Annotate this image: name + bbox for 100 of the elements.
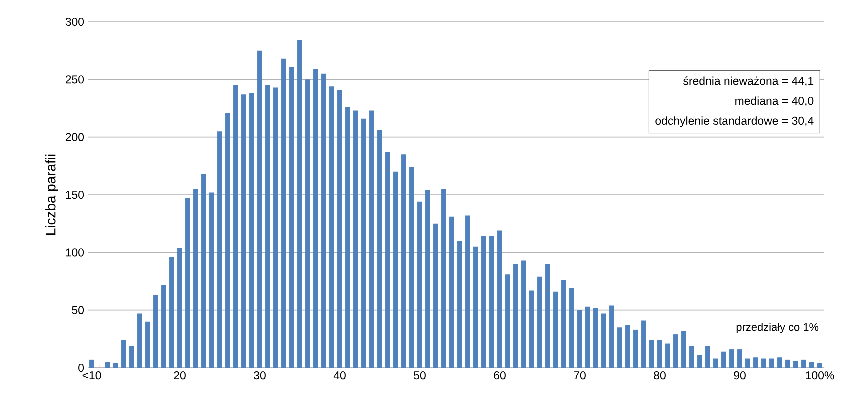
- bar: [482, 236, 486, 368]
- x-tick-label: 80: [654, 372, 666, 380]
- x-tick-label: 50: [414, 372, 426, 380]
- bar: [674, 334, 678, 368]
- bar: [578, 310, 582, 368]
- bar: [394, 172, 398, 368]
- bar: [626, 325, 630, 368]
- y-tick-label: 50: [72, 306, 84, 314]
- bar: [338, 90, 342, 368]
- bar: [794, 361, 798, 368]
- bar: [722, 352, 726, 368]
- bar: [474, 246, 478, 368]
- bar: [410, 167, 414, 368]
- bar: [650, 340, 654, 368]
- bar: [114, 363, 118, 368]
- bar: [250, 94, 254, 368]
- annotation: mediana = 40,0: [736, 96, 814, 106]
- annotation: przedziały co 1%: [736, 323, 819, 334]
- bar: [106, 362, 110, 368]
- bar: [610, 306, 614, 368]
- bar: [346, 107, 350, 368]
- bar: [226, 113, 230, 368]
- bar: [138, 314, 142, 368]
- bar: [370, 110, 374, 368]
- bar: [778, 358, 782, 368]
- y-tick-label: 0: [78, 364, 84, 372]
- bar: [714, 358, 718, 368]
- bar: [426, 190, 430, 368]
- bar: [306, 80, 310, 368]
- bar: [602, 314, 606, 368]
- bar: [258, 50, 262, 368]
- bar: [362, 118, 366, 368]
- y-tick-label: 250: [66, 76, 84, 84]
- y-tick-label: 200: [66, 133, 84, 142]
- bar: [586, 306, 590, 368]
- bar: [122, 340, 126, 368]
- bar: [506, 274, 510, 368]
- bar: [450, 216, 454, 368]
- bar: [330, 86, 334, 368]
- bar: [234, 85, 238, 368]
- bar: [162, 284, 166, 368]
- bar: [186, 198, 190, 368]
- bar: [666, 344, 670, 368]
- bar: [418, 202, 422, 368]
- x-tick-label: 70: [574, 372, 586, 380]
- x-tick-label: 60: [494, 372, 506, 380]
- bar: [634, 330, 638, 368]
- bar: [642, 320, 646, 368]
- bar: [802, 360, 806, 368]
- bar: [194, 189, 198, 368]
- bar: [498, 230, 502, 368]
- bar: [146, 322, 150, 368]
- bar: [698, 355, 702, 368]
- bar: [290, 66, 294, 368]
- bar: [538, 276, 542, 368]
- bar: [178, 248, 182, 368]
- bar: [242, 94, 246, 368]
- x-tick-label: 100%: [806, 372, 834, 380]
- x-tick-label: 30: [254, 372, 266, 380]
- bar: [202, 174, 206, 368]
- bar: [442, 189, 446, 368]
- bar: [762, 358, 766, 368]
- bar: [402, 154, 406, 368]
- bar: [218, 132, 222, 368]
- bar: [594, 308, 598, 368]
- x-tick-label: <10: [82, 372, 102, 380]
- bar: [690, 346, 694, 368]
- bar: [458, 241, 462, 368]
- bar: [818, 363, 822, 368]
- bar: [754, 358, 758, 368]
- bar: [90, 360, 94, 368]
- bar: [154, 295, 158, 368]
- bar: [618, 328, 622, 368]
- bar: [738, 350, 742, 368]
- bar: [658, 340, 662, 368]
- bar: [170, 257, 174, 368]
- bar: [466, 216, 470, 368]
- y-tick-label: 100: [66, 248, 84, 257]
- x-tick-label: 40: [334, 372, 346, 380]
- bar: [274, 88, 278, 368]
- bar: [730, 350, 734, 368]
- bar: [810, 362, 814, 368]
- bar: [546, 264, 550, 368]
- bar: [490, 236, 494, 368]
- bar: [554, 292, 558, 368]
- bar: [130, 346, 134, 368]
- y-axis-title: Liczba parafii: [46, 154, 59, 235]
- bar: [210, 192, 214, 368]
- bar: [562, 280, 566, 368]
- bar: [522, 260, 526, 368]
- bar: [706, 346, 710, 368]
- bar: [786, 360, 790, 368]
- y-tick-label: 150: [66, 190, 84, 200]
- bar: [682, 331, 686, 368]
- y-tick-label: 300: [66, 18, 84, 26]
- bar: [282, 58, 286, 368]
- annotation: średnia nieważona = 44,1: [684, 76, 814, 87]
- x-tick-label: 20: [174, 372, 186, 380]
- bar: [378, 130, 382, 368]
- bar: [298, 40, 302, 368]
